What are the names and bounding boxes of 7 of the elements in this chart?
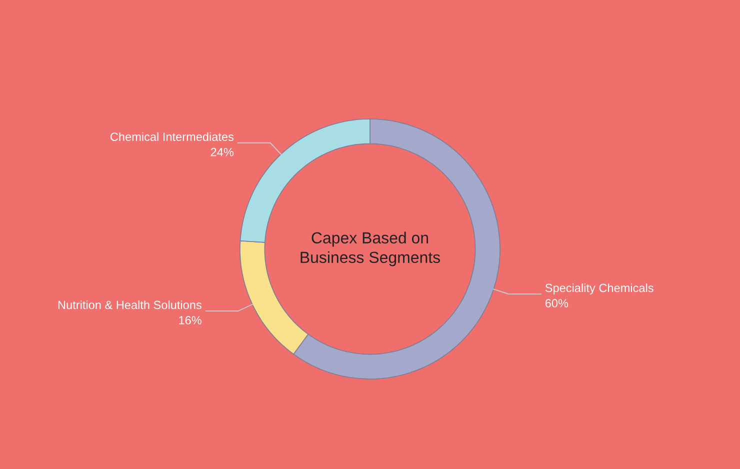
data-label: 24% [210,148,234,156]
slice-label: Chemical Intermediates [110,132,234,141]
text: Capex Based on Business Segments [300,232,440,266]
data-label: 16% [179,316,202,324]
slice-label: Nutrition & Health Solutions [58,300,202,310]
data-label: 60% [545,299,568,308]
slice-label: Speciality Chemicals [545,283,654,294]
